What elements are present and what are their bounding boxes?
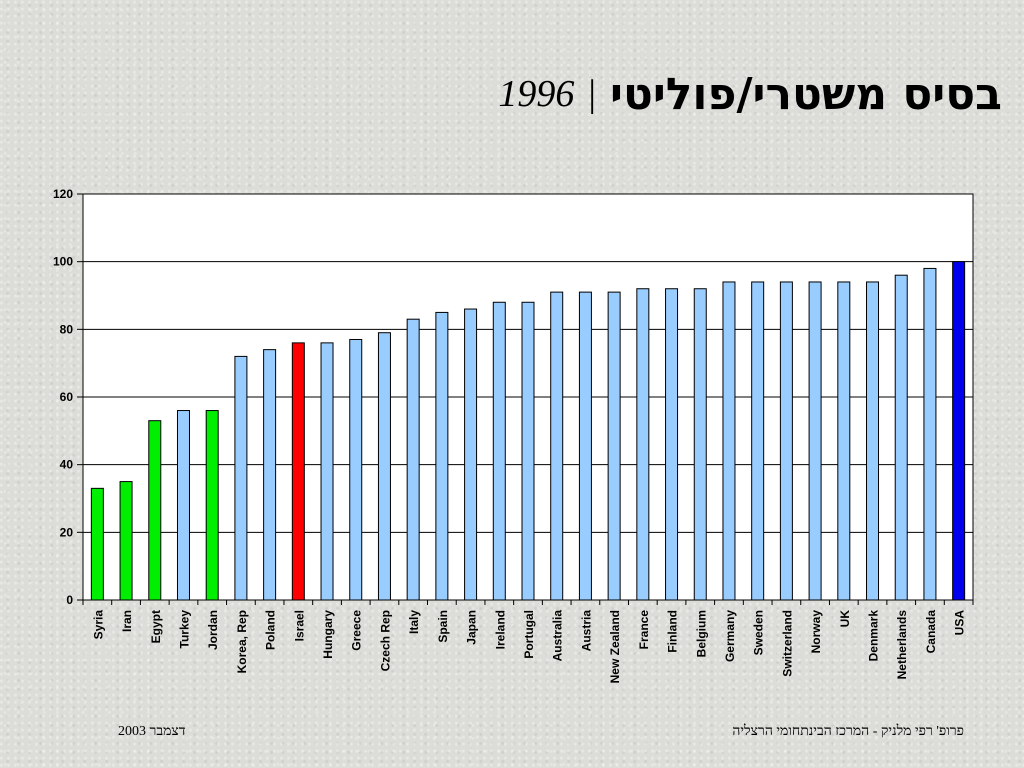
y-tick-label: 20 [60,525,74,539]
x-tick-label: France [637,610,651,650]
bar-jordan [205,410,219,601]
y-tick-label: 60 [60,390,74,404]
bar-greece [349,338,363,601]
x-tick-label: Poland [264,610,278,650]
title-separator: | [588,73,597,115]
plot-frame [82,193,974,601]
bar-netherlands [894,274,908,601]
x-tick-label: Norway [809,610,823,654]
x-tick-label: Denmark [867,610,881,662]
title-year: 1996 [498,73,575,115]
y-tick-label: 40 [60,458,74,472]
bar-iran [119,481,133,601]
x-tick-label: Canada [924,610,938,654]
bar-uk [837,281,851,601]
x-tick-label: Sweden [752,610,766,655]
bar-ireland [492,301,506,601]
x-tick-label: Austria [579,610,593,652]
bar-sweden [751,281,765,601]
footer-credit: פרופ' רפי מלניק - המרכז הבינתחומי הרצליה [732,724,964,739]
slide-title: 1996 | בסיס משטרי/פוליטי [390,62,1002,126]
x-tick-label: Iran [120,610,134,632]
bar-poland [263,349,277,601]
bar-switzerland [779,281,793,601]
x-tick-label: Netherlands [895,610,909,680]
bar-portugal [521,301,535,601]
bar-italy [406,318,420,601]
x-tick-label: Japan [465,610,479,645]
bar-usa [952,261,966,601]
bar-hungary [320,342,334,601]
bar-spain [435,311,449,601]
x-tick-label: Syria [91,610,105,640]
bar-new-zealand [607,291,621,601]
bar-turkey [176,410,190,601]
x-tick-label: Hungary [321,610,335,659]
y-tick-label: 120 [53,187,73,201]
x-tick-label: Australia [551,610,565,662]
bar-korea-rep [234,355,248,601]
footer-date: דצמבר 2003 [118,724,186,739]
x-tick-label: Finland [666,610,680,653]
x-tick-label: Jordan [206,610,220,650]
y-tick-label: 80 [60,322,74,336]
bar-germany [722,281,736,601]
bar-belgium [693,288,707,601]
bar-japan [464,308,478,601]
x-tick-label: Spain [436,610,450,643]
bar-canada [923,267,937,601]
bar-egypt [148,420,162,601]
x-tick-label: Egypt [149,610,163,643]
x-tick-label: UK [838,610,852,628]
x-tick-label: Germany [723,610,737,662]
bar-austria [578,291,592,601]
bar-norway [808,281,822,601]
bar-denmark [866,281,880,601]
x-tick-label: Belgium [694,610,708,657]
x-tick-label: Italy [407,610,421,634]
x-tick-label: USA [953,610,967,636]
x-tick-label: Czech Rep [378,610,392,671]
x-tick-label: Korea, Rep [235,610,249,673]
x-tick-label: Israel [292,610,306,641]
x-tick-label: Greece [350,610,364,651]
x-tick-label: Ireland [493,610,507,649]
bar-australia [550,291,564,601]
y-tick-label: 100 [53,255,73,269]
x-tick-label: Portugal [522,610,536,659]
bar-france [636,288,650,601]
title-hebrew: בסיס משטרי/פוליטי [610,68,1002,120]
bar-syria [90,487,104,601]
bar-czech-rep [377,332,391,601]
x-tick-label: New Zealand [608,610,622,683]
x-tick-label: Switzerland [780,610,794,677]
bar-israel [291,342,305,601]
y-tick-label: 0 [66,593,73,607]
x-tick-label: Turkey [177,610,191,649]
bar-finland [665,288,679,601]
